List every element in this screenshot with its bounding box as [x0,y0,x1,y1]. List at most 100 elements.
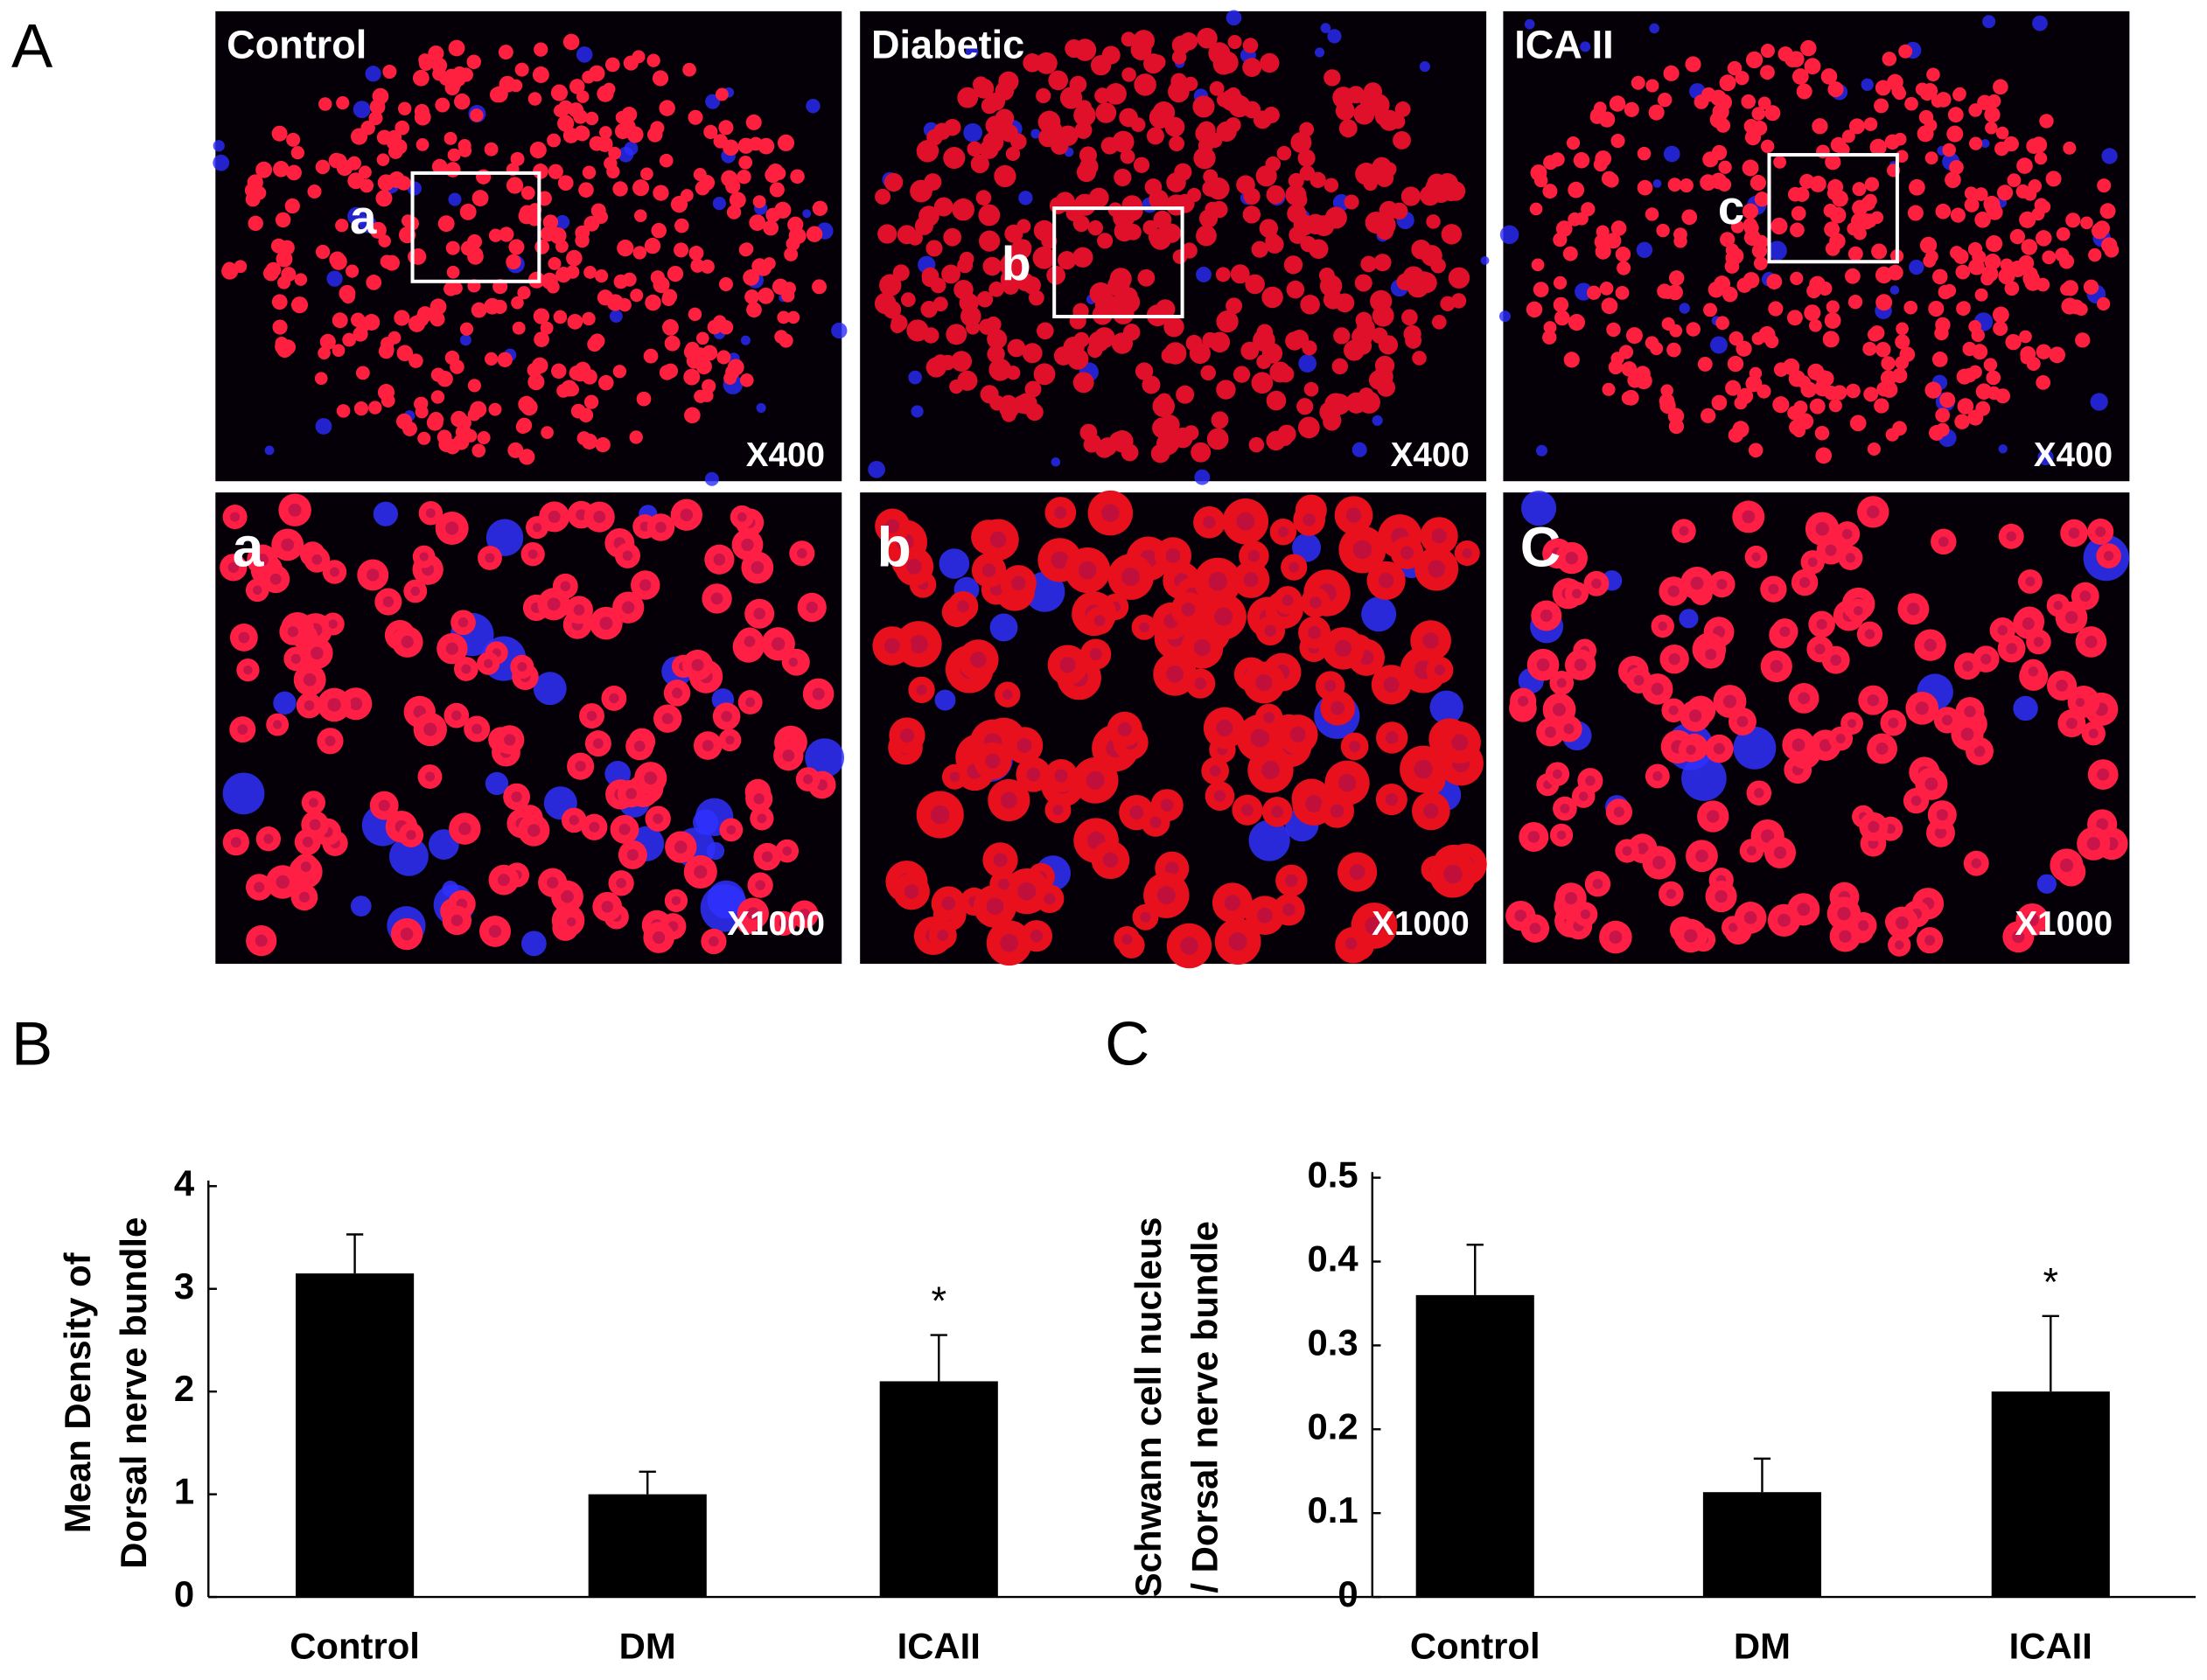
x-tick-label: ICAII [897,1626,981,1667]
axon-core [1428,560,1446,578]
axon [1076,162,1097,183]
axon [488,228,503,242]
axon-core [726,825,737,835]
axon [286,164,302,181]
axon [369,221,387,239]
axon [682,62,696,77]
nucleus [1679,609,1699,629]
axon-core [1451,734,1469,751]
axon-core [1609,931,1623,945]
axon [1286,280,1305,299]
axon-core [1156,886,1176,905]
axon [1243,101,1261,119]
axon [1685,56,1701,73]
axon [1974,212,1991,228]
axon [1818,281,1833,296]
axon-core [349,697,363,711]
bar [1702,1492,1822,1598]
y-tick-label: 0.5 [1308,1154,1358,1196]
axon [1950,207,1966,223]
axon [2020,345,2036,362]
axon [582,70,596,84]
axon-core [1305,795,1324,813]
axon [1928,300,1945,317]
axon-core [406,830,416,840]
axon [2099,203,2116,220]
axon [1918,109,1934,125]
axon [959,251,974,267]
axon [1791,206,1806,221]
axon [957,370,978,391]
axon [1073,193,1096,216]
axon [558,114,573,129]
axon [1621,361,1638,377]
axon [2056,227,2071,241]
axon [1148,229,1164,246]
axon [1135,362,1154,380]
axon-core [1378,572,1394,589]
axon [1863,387,1879,402]
axon-core [378,799,390,812]
axon [713,134,729,149]
axon [653,185,669,201]
axon [1242,38,1259,53]
nucleus [485,771,509,796]
axon [517,286,531,300]
y-tick-label: 0 [174,1573,194,1614]
nucleus [353,101,371,119]
axon [781,289,795,303]
axon [276,342,293,359]
axon [729,192,746,209]
axon [1033,363,1056,386]
axon [1956,368,1973,385]
axon-core [2006,531,2017,542]
axon [1563,352,1580,368]
micrograph: ICA II X400 c [1498,10,2130,482]
axon [2061,297,2078,315]
axon [2036,344,2052,359]
axon-core [1352,540,1372,560]
axon-core [1684,929,1698,943]
axon [924,173,942,192]
axon [2097,296,2111,311]
axon [1745,375,1763,393]
axon-core [255,554,269,567]
axon-core [812,687,825,701]
axon [1211,411,1229,429]
axon [1947,107,1964,123]
axon-core [2066,717,2078,729]
axon-core [1423,803,1439,819]
axon [1296,398,1314,415]
axon [1806,283,1821,299]
axon [573,109,588,124]
axon-core [1706,810,1720,823]
axon [1324,178,1339,192]
axon [582,165,597,179]
zoom-panel-label: a [233,516,265,579]
axon-core [410,586,421,596]
axon-core [325,735,336,747]
axon [245,192,261,207]
axon-core [1536,658,1550,672]
axon-core [639,579,652,591]
nucleus [624,141,639,156]
axon-core [457,617,469,628]
panel-label: B [11,1009,52,1078]
axon [437,429,452,445]
axon-core [263,833,274,844]
axon [510,151,525,166]
axon [994,164,1016,188]
axon [518,395,535,413]
axon [1079,146,1098,164]
axon [1211,200,1228,219]
axon-core [532,522,542,533]
axon [1935,317,1951,333]
axon [2005,333,2022,351]
axon [1701,408,1716,423]
axon-core [1129,805,1144,820]
axon [1992,306,2009,324]
axon-core [2088,728,2099,739]
axon [1172,249,1188,264]
axon [1573,152,1590,169]
axon-core [2028,666,2039,677]
